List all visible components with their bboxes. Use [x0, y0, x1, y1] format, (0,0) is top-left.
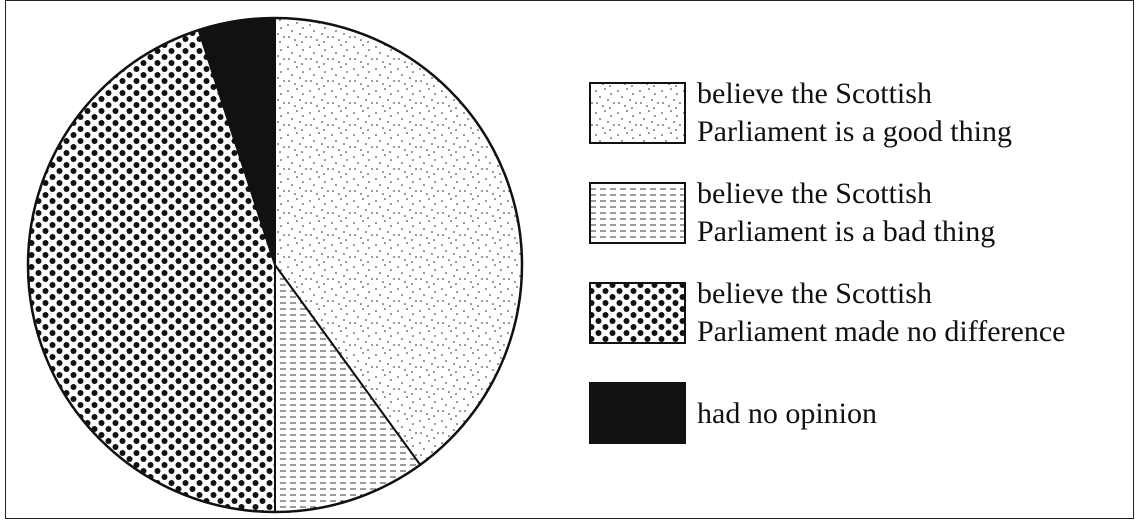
legend-label: had no opinion [697, 397, 877, 430]
pie-outline [26, 16, 524, 514]
legend-swatch [589, 282, 686, 344]
legend-label: Parliament is a good thing [697, 115, 1012, 148]
legend-label: believe the Scottish [697, 177, 932, 210]
legend-label: Parliament made no difference [697, 315, 1065, 348]
legend-item: believe the Scottish Parliament made no d… [589, 277, 1065, 348]
legend-label: believe the Scottish [697, 277, 932, 310]
legend-item: believe the Scottish Parliament is a bad … [589, 177, 995, 248]
legend-item: believe the Scottish Parliament is a good… [589, 77, 1012, 148]
legend-swatch [589, 382, 686, 444]
legend-label: Parliament is a bad thing [697, 215, 995, 248]
legend-item: had no opinion [589, 382, 877, 444]
legend: believe the Scottish Parliament is a good… [589, 77, 1065, 444]
pie [26, 16, 524, 514]
legend-swatch [589, 82, 686, 144]
legend-label: believe the Scottish [697, 77, 932, 110]
legend-swatch [589, 182, 686, 244]
